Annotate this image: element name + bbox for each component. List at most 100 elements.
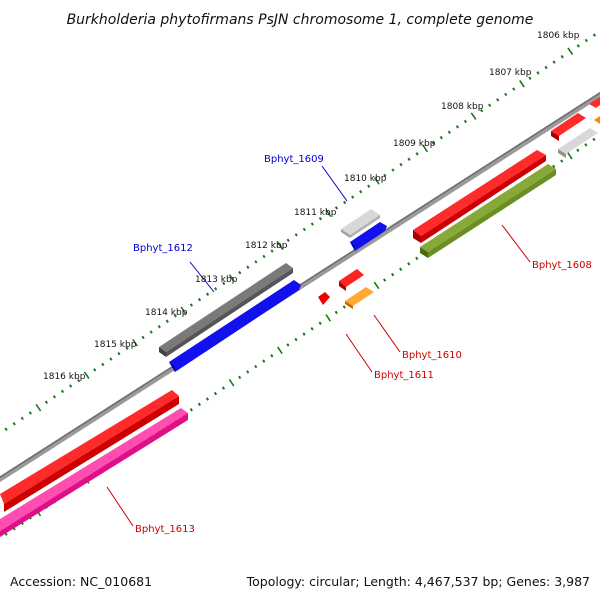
minor-tick	[399, 267, 403, 271]
minor-tick	[254, 260, 258, 264]
gene-bphyt-1612-gray[interactable]	[159, 263, 293, 357]
gene-label-bphyt-1609[interactable]: Bphyt_1609	[264, 154, 324, 165]
minor-tick	[286, 343, 290, 347]
minor-tick	[157, 324, 161, 329]
minor-tick	[488, 103, 492, 107]
major-tick	[277, 346, 283, 355]
gene-labels: Bphyt_1609 Bphyt_1612 Bphyt_1608 Bphyt_1…	[133, 154, 592, 535]
kbp-label: 1808 kbp	[441, 102, 484, 112]
minor-tick	[431, 141, 435, 145]
minor-tick	[592, 33, 597, 37]
minor-tick	[399, 162, 403, 167]
minor-tick	[367, 184, 371, 188]
major-tick	[422, 144, 429, 153]
minor-tick	[576, 44, 580, 48]
minor-tick	[189, 408, 193, 412]
minor-tick	[238, 270, 242, 275]
kbp-label: 1816 kbp	[43, 372, 86, 382]
gene-label-bphyt-1608[interactable]: Bphyt_1608	[532, 260, 592, 271]
minor-tick	[68, 384, 73, 388]
topology-text: Topology: circular; Length: 4,467,537 bp…	[246, 574, 590, 589]
minor-tick	[439, 135, 443, 140]
minor-tick	[214, 287, 218, 291]
minor-tick	[318, 216, 323, 221]
minor-tick	[189, 303, 194, 307]
minor-tick	[536, 71, 540, 75]
minor-tick	[455, 125, 460, 129]
gene-gray-top-right[interactable]	[558, 128, 598, 158]
minor-tick	[584, 38, 588, 43]
minor-tick	[173, 314, 177, 318]
minor-tick	[302, 332, 306, 336]
minor-tick	[310, 222, 314, 226]
gene-label-bphyt-1611[interactable]: Bphyt_1611	[374, 370, 434, 381]
minor-tick	[592, 137, 596, 142]
minor-tick	[246, 265, 250, 269]
major-tick	[470, 112, 477, 120]
gene-red-lower[interactable]	[0, 390, 179, 512]
minor-tick	[415, 256, 419, 261]
minor-tick	[117, 351, 121, 356]
minor-tick	[318, 321, 322, 325]
minor-tick	[141, 335, 145, 340]
gene-bphyt-1608[interactable]	[420, 164, 556, 258]
major-tick	[373, 177, 380, 185]
minor-tick	[270, 249, 274, 253]
minor-tick	[359, 189, 363, 194]
minor-tick	[463, 119, 468, 124]
minor-tick	[44, 400, 49, 404]
gene-label-bphyt-1613[interactable]: Bphyt_1613	[135, 524, 195, 535]
minor-tick	[60, 389, 65, 394]
minor-tick	[552, 60, 556, 64]
gene-label-bphyt-1612[interactable]: Bphyt_1612	[133, 243, 193, 254]
minor-tick	[246, 370, 250, 374]
minor-tick	[213, 391, 218, 396]
minor-tick	[334, 206, 339, 210]
minor-tick	[221, 386, 226, 390]
gene-red-upper[interactable]	[413, 150, 546, 243]
gene-bphyt-1613[interactable]	[0, 408, 188, 537]
minor-tick	[310, 326, 314, 331]
minor-tick	[407, 262, 411, 266]
minor-tick	[302, 227, 306, 232]
gene-bphyt-1611[interactable]	[318, 269, 364, 305]
minor-tick	[560, 54, 564, 59]
minor-tick	[407, 157, 411, 161]
major-tick	[132, 339, 138, 347]
gene-bphyt-1612[interactable]	[169, 280, 301, 372]
minor-tick	[496, 98, 500, 102]
accession-text: Accession: NC_010681	[10, 574, 152, 589]
kbp-label: 1815 kbp	[94, 340, 137, 350]
kbp-label: 1807 kbp	[489, 68, 532, 78]
minor-tick	[77, 378, 81, 383]
minor-tick	[52, 395, 57, 399]
major-tick	[228, 274, 235, 282]
kbp-label: 1813 kbp	[195, 275, 238, 285]
minor-tick	[528, 76, 532, 80]
gene-orange-top-right[interactable]	[594, 116, 600, 124]
kbp-label: 1810 kbp	[344, 174, 387, 184]
major-tick	[83, 371, 90, 379]
minor-tick	[205, 292, 210, 296]
minor-tick	[286, 238, 290, 242]
gene-bphyt-1609[interactable]	[341, 209, 380, 238]
gene-red-top-right-1[interactable]	[551, 113, 586, 141]
minor-tick	[101, 362, 105, 367]
gene-label-bphyt-1610[interactable]: Bphyt_1610	[402, 350, 462, 361]
major-tick	[566, 151, 573, 160]
gene-blue-1609[interactable]	[350, 222, 387, 251]
minor-tick	[294, 337, 298, 342]
minor-tick	[238, 375, 242, 380]
minor-tick	[382, 278, 387, 282]
kbp-label: 1814 kbp	[145, 308, 188, 318]
map-area: 1806 kbp 1807 kbp 1808 kbp 1809 kbp 1810…	[0, 31, 600, 537]
gene-bphyt-1610[interactable]	[345, 287, 374, 309]
gene-red-top-right-2[interactable]	[589, 97, 600, 108]
minor-tick	[544, 65, 548, 70]
minor-tick	[165, 319, 169, 323]
minor-tick	[20, 416, 24, 421]
major-tick	[567, 47, 574, 56]
minor-tick	[383, 173, 387, 178]
